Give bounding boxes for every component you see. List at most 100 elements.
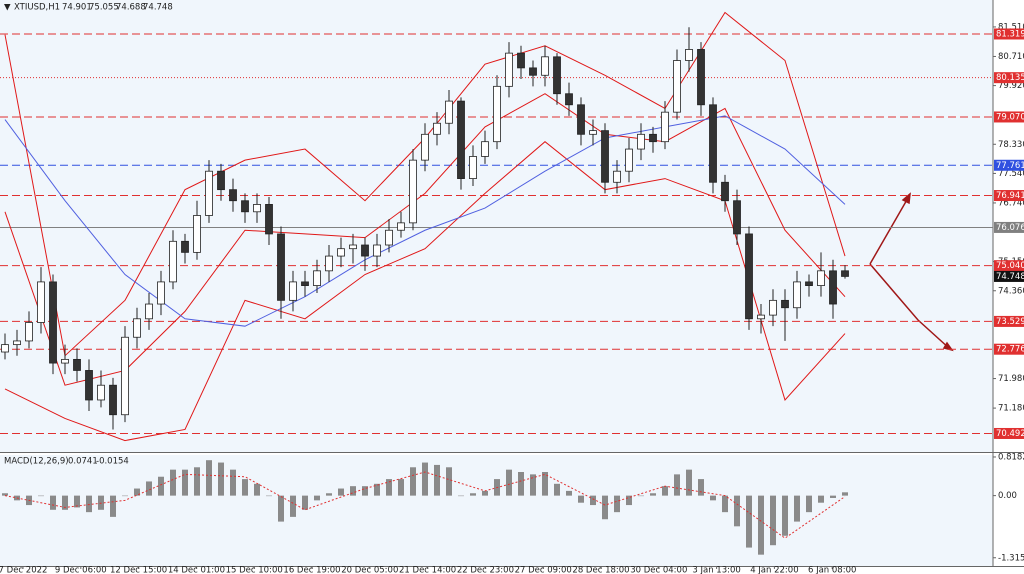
macd-bar [542, 472, 548, 496]
macd-bar [746, 495, 752, 548]
candle-body [577, 104, 585, 135]
macd-bar [158, 476, 164, 496]
candle-body [493, 85, 501, 143]
level-label: 81.319 [996, 29, 1024, 39]
x-tick-label: 9 Dec 06:00 [55, 566, 107, 574]
x-tick-label: 21 Dec 14:00 [399, 566, 456, 574]
macd-bar [254, 483, 260, 496]
macd-bar [758, 495, 764, 555]
x-tick-label: 20 Dec 05:00 [341, 566, 398, 574]
candle-body [769, 299, 777, 316]
macd-bar [554, 483, 560, 496]
y-tick-label: 74.360 [998, 286, 1024, 296]
macd-bar [722, 495, 728, 513]
macd-bar [590, 495, 596, 506]
x-tick-label: 12 Dec 15:00 [110, 566, 167, 574]
candle-body [637, 133, 645, 150]
indicator-line [4, 141, 846, 442]
macd-bar [578, 495, 584, 503]
macd-bar [422, 462, 428, 496]
level-label-box [994, 190, 1024, 202]
macd-bar [530, 474, 536, 496]
candle-body [721, 181, 729, 202]
macd-bar [638, 495, 644, 497]
candle-body [457, 100, 465, 179]
level-label-box [994, 72, 1024, 84]
candle-body [541, 56, 549, 76]
macd-bar [806, 495, 812, 513]
macd-bar [266, 495, 272, 497]
candle-body [589, 130, 597, 135]
candle-body [529, 67, 537, 76]
candle-body [433, 122, 441, 135]
candle-body [37, 281, 45, 323]
macd-bar [818, 495, 824, 503]
candle-body [385, 229, 393, 246]
macd-bar [710, 495, 716, 501]
candle-body [157, 281, 165, 305]
high-value: 75.055 [89, 3, 119, 13]
candle-body [241, 200, 249, 213]
macd-bar [2, 493, 8, 496]
price-pane [0, 0, 993, 452]
level-label: 75.040 [996, 261, 1024, 271]
level-label-box [994, 159, 1024, 171]
candle-body [709, 104, 717, 183]
candle-body [817, 270, 825, 286]
macd-bar [302, 495, 308, 510]
candle-body [205, 170, 213, 216]
level-label: 76.941 [996, 191, 1024, 201]
macd-bar [146, 481, 152, 496]
macd-title: MACD(12,26,9) [4, 457, 69, 467]
macd-bar [350, 486, 356, 496]
candle-body [229, 189, 237, 202]
macd-bar [74, 495, 80, 508]
macd-bar [674, 474, 680, 496]
macd-bar [686, 469, 692, 496]
candle-body [421, 133, 429, 161]
macd-bar [446, 467, 452, 496]
macd-tick-label: 0.8182 [998, 452, 1024, 462]
candle-body [745, 233, 753, 320]
x-tick-label: 4 Jan 22:00 [750, 566, 798, 574]
forecast-arrows [869, 192, 954, 352]
macd-bar [470, 493, 476, 496]
candle-body [133, 318, 141, 338]
indicator-line [4, 471, 846, 539]
macd-bar [410, 467, 416, 496]
macd-bar [398, 479, 404, 496]
candle-body [121, 336, 129, 416]
macd-bar [38, 495, 44, 497]
macd-bar [734, 495, 740, 527]
menu-icon[interactable]: ▼ [4, 3, 11, 13]
candle-body [349, 244, 357, 250]
macd-bar [170, 469, 176, 496]
level-label: 76.076 [996, 223, 1024, 233]
level-label-box [994, 28, 1024, 40]
candle-body [397, 222, 405, 231]
macd-bar [770, 495, 776, 546]
macd-pane [0, 455, 993, 566]
y-tick-label: 80.710 [998, 52, 1024, 62]
candle-body [613, 170, 621, 183]
signal-value: -0.0154 [96, 457, 129, 467]
low-value: 74.688 [116, 3, 146, 13]
candle-body [793, 281, 801, 309]
x-tick-label: 16 Dec 19:00 [283, 566, 340, 574]
macd-bar [278, 495, 284, 522]
macd-bar [230, 469, 236, 496]
macd-bar [62, 495, 68, 510]
candle-body [805, 281, 813, 286]
symbol: XTIUSD,H1 [14, 3, 60, 13]
y-tick-label: 71.980 [998, 374, 1024, 384]
macd-bar [794, 495, 800, 522]
candle-body [685, 49, 693, 61]
y-tick-label: 81.510 [998, 22, 1024, 32]
macd-bar [362, 486, 368, 496]
candle-body [565, 93, 573, 106]
macd-bar [122, 495, 128, 497]
candle-body [97, 384, 105, 401]
level-label: 70.492 [996, 429, 1024, 439]
candle-body [73, 358, 81, 371]
level-label-box [994, 260, 1024, 272]
